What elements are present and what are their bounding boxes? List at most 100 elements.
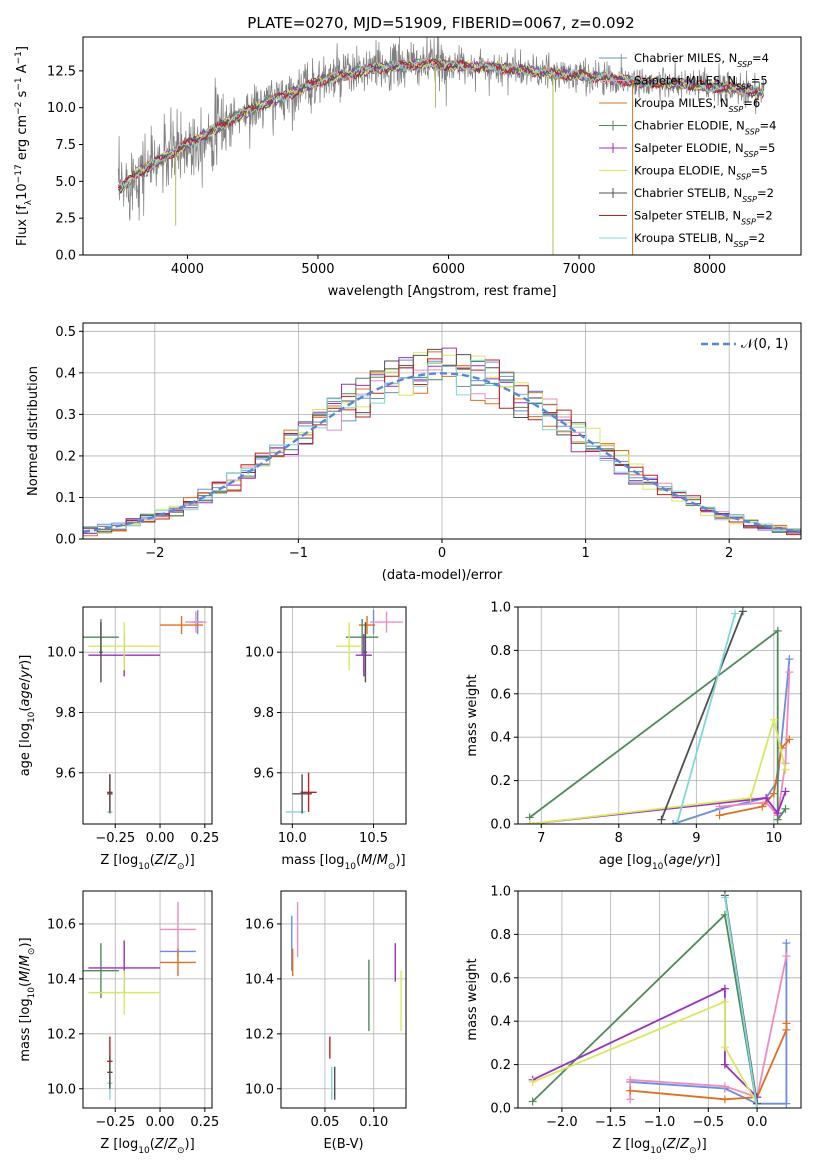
y-axis-label: Normed distribution <box>26 366 41 496</box>
x-tick-label: 0.25 <box>190 1115 219 1130</box>
y-tick-label: 0.2 <box>55 449 76 464</box>
histogram-salpeter_stelib <box>83 358 801 536</box>
panel-mass_vs_Z: −0.25 0.00 0.25 10.0 10.2 10.4 10.6 Z [log10(Z/… <box>18 890 219 1156</box>
weight-line-chabrier_stelib <box>660 610 744 821</box>
panel-mass_vs_ebv: 0.05 0.10 10.0 10.2 10.4 10.6 E(B-V) <box>245 890 407 1152</box>
y-tick-label: 0.0 <box>55 249 76 264</box>
y-tick-label: 0.4 <box>55 366 76 381</box>
x-tick-label: 7000 <box>563 262 596 277</box>
y-tick-label: 0.6 <box>490 687 511 702</box>
axes-frame <box>82 322 802 540</box>
plot-area <box>83 610 207 814</box>
y-tick-label: 2.5 <box>55 212 76 227</box>
legend-label-salpeter_stelib: Salpeter STELIB, NSSP=2 <box>634 209 773 227</box>
y-tick-label: 10.4 <box>47 972 76 987</box>
histogram-kroupa_stelib <box>83 359 801 532</box>
weight-line-kroupa_elodie <box>532 1000 758 1105</box>
axes-frame <box>517 606 802 825</box>
model-line-kroupa_stelib <box>117 57 765 190</box>
y-tick-label: 0.0 <box>490 818 511 833</box>
y-tick-label: 10.0 <box>47 1082 76 1097</box>
y-tick-label: 10.0 <box>245 646 274 661</box>
weight-line-chabrier_miles <box>672 659 791 824</box>
weight-line-kroupa_elodie <box>529 716 787 824</box>
y-tick-label: 0.1 <box>55 491 76 506</box>
x-tick-label: 9 <box>692 831 700 846</box>
y-tick-label: 10.2 <box>47 1027 76 1042</box>
axes-frame <box>280 606 407 825</box>
panel-age_vs_Z: −0.25 0.00 0.25 9.6 9.8 10.0 Z [log10(Z/Z⊙)] ag… <box>18 606 219 872</box>
y-tick-label: 9.8 <box>253 706 274 721</box>
legend-label-kroupa_miles: Kroupa MILES, NSSP=6 <box>634 96 760 114</box>
model-line-salpeter_stelib <box>117 58 765 190</box>
x-axis-label: Z [log10(Z/Z⊙)] <box>100 1137 194 1156</box>
panel-massweight_vs_Z: −2.0 −1.5 −1.0 −0.5 0.0 0.0 0.2 0.4 0.6 0.8 1.0 Z [… <box>465 885 802 1156</box>
y-tick-label: 12.5 <box>47 64 76 79</box>
y-tick-label: 1.0 <box>490 885 511 900</box>
plot-area <box>117 37 765 255</box>
x-tick-label: 0.05 <box>310 1115 339 1130</box>
y-tick-label: 10.0 <box>47 646 76 661</box>
y-tick-label: 7.5 <box>55 138 76 153</box>
y-tick-label: 0.2 <box>490 1058 511 1073</box>
weight-line-kroupa_stelib <box>676 613 736 824</box>
x-tick-label: −1 <box>289 546 308 561</box>
weight-line-kroupa_stelib <box>724 897 758 1108</box>
x-tick-label: 5000 <box>301 262 334 277</box>
normal-curve <box>83 372 801 533</box>
axes-frame <box>517 890 802 1109</box>
y-tick-label: 10.0 <box>47 101 76 116</box>
legend-label-chabrier_miles: Chabrier MILES, NSSP=4 <box>634 51 769 69</box>
legend-label-chabrier_stelib: Chabrier STELIB, NSSP=2 <box>634 186 774 204</box>
x-tick-label: 8 <box>615 831 623 846</box>
y-tick-label: 0.4 <box>490 1015 511 1030</box>
x-tick-label: −1.5 <box>595 1115 627 1130</box>
y-tick-label: 10.6 <box>47 917 76 932</box>
y-tick-label: 0.0 <box>55 533 76 548</box>
x-tick-label: −0.5 <box>693 1115 725 1130</box>
weight-line-chabrier_elodie <box>531 913 758 1108</box>
x-axis-label: (data-model)/error <box>382 568 503 583</box>
y-tick-label: 9.6 <box>253 766 274 781</box>
weight-line-chabrier_elodie <box>529 629 787 823</box>
panel-massweight_vs_age: 7 8 9 10 0.0 0.2 0.4 0.6 0.8 1.0 age [log10(age/yr… <box>465 601 802 872</box>
x-tick-label: −0.25 <box>95 831 135 846</box>
x-tick-label: 0.10 <box>359 1115 388 1130</box>
y-tick-label: 5.0 <box>55 175 76 190</box>
x-tick-label: 0.0 <box>747 1115 768 1130</box>
x-tick-label: 10 <box>766 831 783 846</box>
x-tick-label: 0.25 <box>190 831 219 846</box>
x-tick-label: −1.0 <box>644 1115 676 1130</box>
panel-age_vs_mass: 10.0 10.5 9.6 9.8 10.0 mass [log10(M/M⊙)] <box>245 606 407 872</box>
x-axis-label: E(B-V) <box>323 1137 363 1152</box>
y-axis-label: mass [log10(M/M⊙)] <box>18 937 37 1061</box>
x-tick-label: −0.25 <box>95 1115 135 1130</box>
y-tick-label: 10.0 <box>245 1082 274 1097</box>
x-axis-label: Z [log10(Z/Z⊙)] <box>612 1137 706 1156</box>
x-tick-label: −2.0 <box>546 1115 578 1130</box>
x-axis-label: wavelength [Angstrom, rest frame] <box>328 284 557 299</box>
y-tick-label: 10.4 <box>245 972 274 987</box>
axes-frame <box>82 890 213 1109</box>
plot-area <box>285 610 403 814</box>
x-tick-label: 0 <box>438 546 446 561</box>
y-tick-label: 0.3 <box>55 408 76 423</box>
x-axis-label: age [log10(age/yr)] <box>599 853 721 872</box>
panel-spectrum: 4000 5000 6000 7000 8000 0.0 2.5 5.0 7.5 10.0 12.5… <box>14 36 802 299</box>
x-tick-label: 10.5 <box>359 831 388 846</box>
y-tick-label: 10.6 <box>245 917 274 932</box>
plot-area <box>525 607 794 824</box>
plot-area <box>291 901 402 1100</box>
x-tick-label: 4000 <box>171 262 204 277</box>
legend-label-salpeter_miles: Salpeter MILES, NSSP=5 <box>634 74 768 92</box>
x-tick-label: 7 <box>537 831 545 846</box>
y-axis-label: Flux [fλ10−17 erg cm−2 s−1 A−1] <box>14 46 34 246</box>
x-tick-label: 10.0 <box>278 831 307 846</box>
x-tick-label: −2 <box>145 546 164 561</box>
y-tick-label: 0.0 <box>490 1102 511 1117</box>
y-tick-label: 0.5 <box>55 325 76 340</box>
figure-title: PLATE=0270, MJD=51909, FIBERID=0067, z=0… <box>247 14 634 32</box>
plot-area <box>528 891 791 1108</box>
y-tick-label: 9.8 <box>55 706 76 721</box>
x-tick-label: 6000 <box>432 262 465 277</box>
